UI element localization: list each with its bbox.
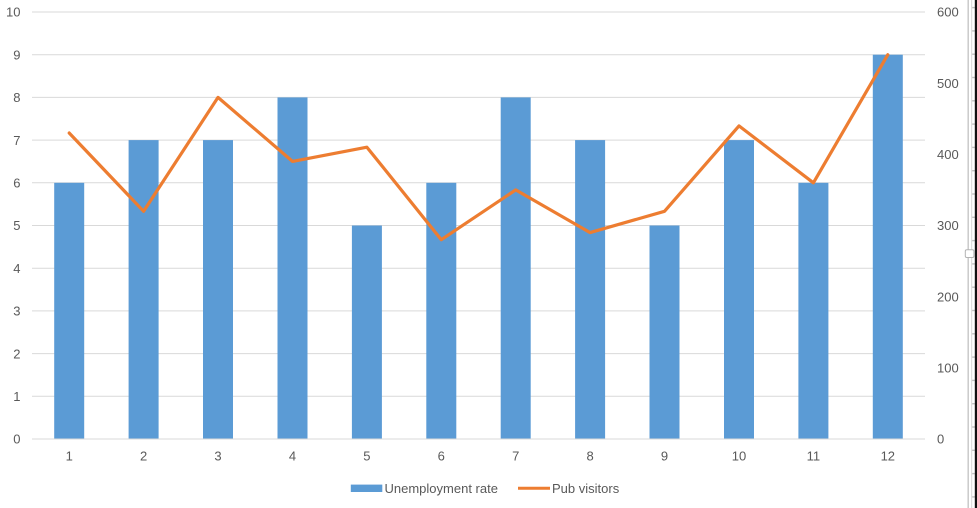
svg-text:2: 2 (13, 346, 20, 361)
svg-text:2: 2 (140, 448, 147, 463)
svg-text:6: 6 (13, 176, 20, 191)
svg-text:12: 12 (881, 448, 895, 463)
svg-text:100: 100 (937, 361, 959, 376)
svg-text:5: 5 (13, 218, 20, 233)
svg-text:10: 10 (6, 5, 20, 20)
svg-text:7: 7 (13, 133, 20, 148)
svg-text:1: 1 (13, 389, 20, 404)
svg-text:Pub visitors: Pub visitors (552, 481, 620, 496)
svg-text:300: 300 (937, 218, 959, 233)
svg-text:11: 11 (807, 448, 821, 463)
svg-text:0: 0 (13, 432, 20, 447)
svg-text:200: 200 (937, 289, 959, 304)
svg-text:10: 10 (732, 448, 746, 463)
svg-text:400: 400 (937, 147, 959, 162)
svg-text:4: 4 (13, 261, 20, 276)
svg-text:5: 5 (363, 448, 370, 463)
svg-text:8: 8 (13, 90, 20, 105)
svg-text:9: 9 (13, 47, 20, 62)
svg-text:Unemployment rate: Unemployment rate (385, 481, 498, 496)
svg-text:600: 600 (937, 5, 959, 20)
svg-text:4: 4 (289, 448, 296, 463)
svg-text:9: 9 (661, 448, 668, 463)
svg-text:3: 3 (13, 304, 20, 319)
svg-text:1: 1 (66, 448, 73, 463)
svg-text:500: 500 (937, 76, 959, 91)
svg-text:6: 6 (438, 448, 445, 463)
svg-text:7: 7 (512, 448, 519, 463)
svg-text:3: 3 (214, 448, 221, 463)
svg-text:0: 0 (937, 432, 944, 447)
svg-text:8: 8 (586, 448, 593, 463)
